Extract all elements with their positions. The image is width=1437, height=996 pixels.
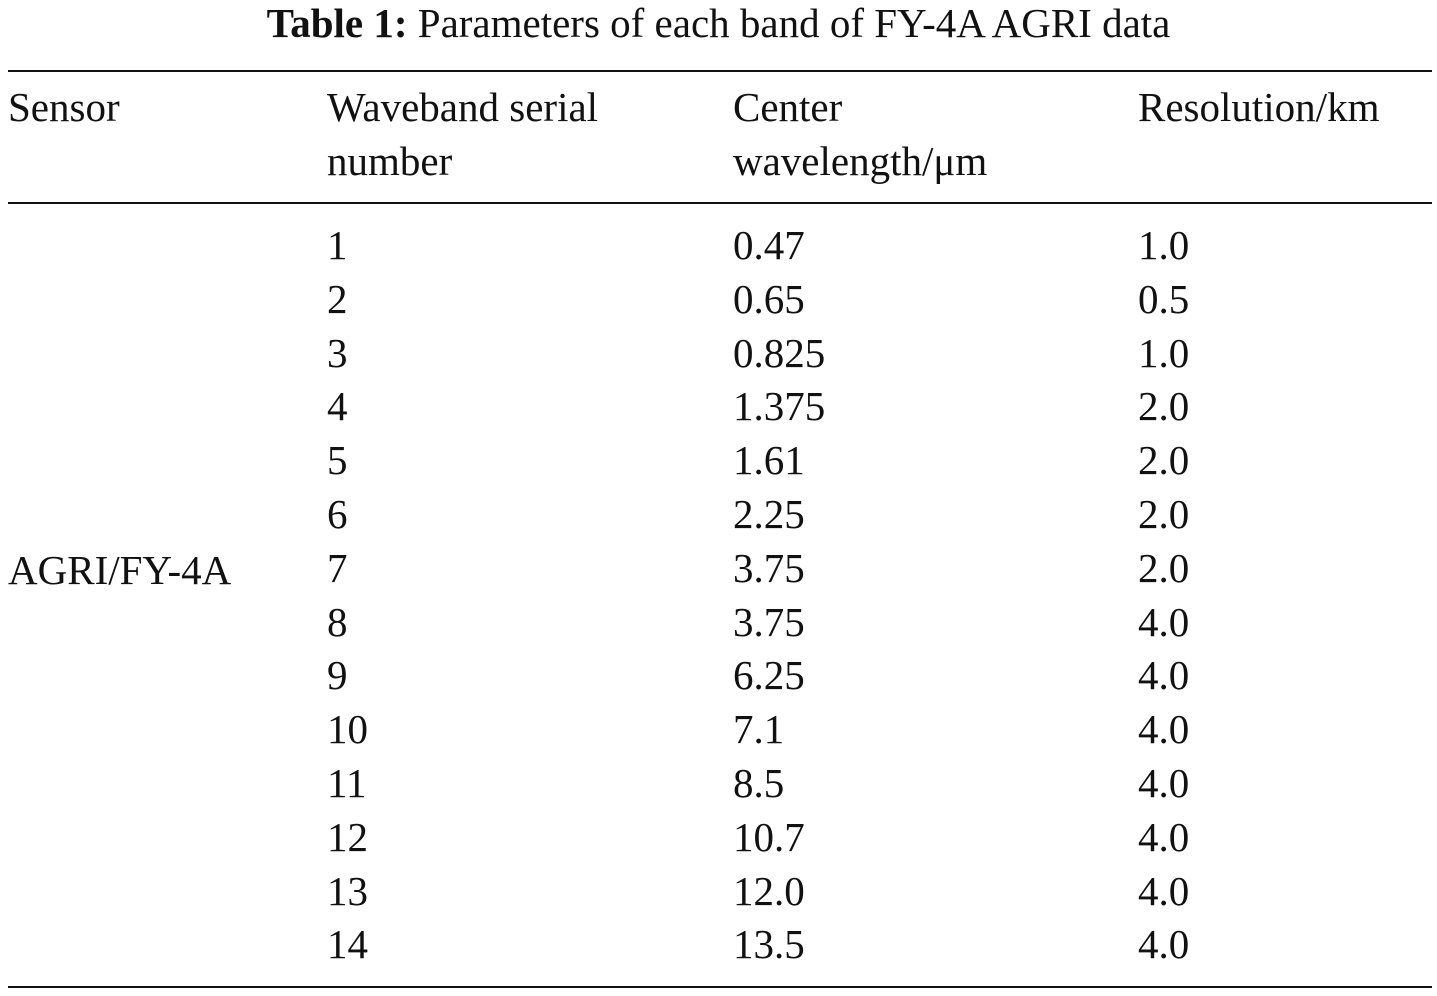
cell-band: 12	[327, 813, 368, 860]
cell-resolution: 4.0	[1138, 598, 1190, 645]
table-row: 13 12.0 4.0	[0, 865, 1437, 919]
sensor-cell: AGRI/FY-4A	[8, 547, 232, 593]
table-row: 4 1.375 2.0	[0, 380, 1437, 434]
header-waveband: Waveband serial number	[327, 80, 598, 188]
cell-band: 5	[327, 437, 348, 484]
cell-wavelength: 6.25	[733, 652, 805, 699]
table-row: 11 8.5 4.0	[0, 757, 1437, 811]
cell-resolution: 2.0	[1138, 544, 1190, 591]
cell-band: 13	[327, 867, 368, 914]
header-waveband-line1: Waveband serial	[327, 84, 599, 130]
table-row: 10 7.1 4.0	[0, 703, 1437, 757]
cell-wavelength: 3.75	[733, 598, 805, 645]
table-row: 3 0.825 1.0	[0, 327, 1437, 381]
table-row: 2 0.65 0.5	[0, 273, 1437, 327]
cell-wavelength: 0.47	[733, 222, 805, 268]
cell-resolution: 1.0	[1138, 329, 1190, 376]
header-resolution: Resolution/km	[1138, 84, 1380, 130]
header-sensor: Sensor	[8, 84, 120, 130]
cell-resolution: 2.0	[1138, 437, 1190, 484]
header-wavelength: Center wavelength/μm	[733, 80, 987, 188]
cell-band: 9	[327, 652, 348, 699]
cell-wavelength: 0.65	[733, 275, 805, 322]
cell-wavelength: 10.7	[733, 813, 805, 860]
cell-band: 11	[327, 759, 367, 806]
cell-wavelength: 1.375	[733, 383, 826, 430]
top-rule	[8, 70, 1432, 72]
header-waveband-line2: number	[327, 138, 453, 184]
table-row: 8 3.75 4.0	[0, 596, 1437, 650]
cell-resolution: 4.0	[1138, 652, 1190, 699]
table-row: 14 13.5 4.0	[0, 918, 1437, 972]
header-wavelength-line2: wavelength/μm	[733, 138, 988, 184]
cell-resolution: 4.0	[1138, 759, 1190, 806]
table-row: 12 10.7 4.0	[0, 811, 1437, 865]
cell-wavelength: 2.25	[733, 490, 805, 537]
cell-resolution: 4.0	[1138, 813, 1190, 860]
table-row: 1 0.47 1.0	[0, 219, 1437, 273]
cell-band: 1	[327, 222, 348, 268]
cell-resolution: 1.0	[1138, 222, 1190, 268]
bottom-rule	[8, 986, 1432, 988]
cell-resolution: 4.0	[1138, 921, 1190, 968]
caption-text: Parameters of each band of FY-4A AGRI da…	[417, 0, 1171, 46]
cell-resolution: 2.0	[1138, 490, 1190, 537]
cell-wavelength: 12.0	[733, 867, 805, 914]
header-wavelength-line1: Center	[733, 84, 843, 130]
table-row: 6 2.25 2.0	[0, 488, 1437, 542]
cell-band: 3	[327, 329, 348, 376]
cell-band: 4	[327, 383, 348, 430]
cell-band: 8	[327, 598, 348, 645]
cell-wavelength: 7.1	[733, 706, 785, 753]
table-caption: Table 1: Parameters of each band of FY-4…	[0, 0, 1437, 50]
cell-wavelength: 8.5	[733, 759, 785, 806]
cell-band: 6	[327, 490, 348, 537]
table-row: 5 1.61 2.0	[0, 434, 1437, 488]
cell-wavelength: 1.61	[733, 437, 805, 484]
cell-resolution: 4.0	[1138, 706, 1190, 753]
cell-resolution: 2.0	[1138, 383, 1190, 430]
cell-wavelength: 0.825	[733, 329, 826, 376]
table-body: 1 0.47 1.0 2 0.65 0.5 3 0.825 1.0 4 1.375 2.0 5 1.61 2…	[0, 219, 1437, 972]
table-row: 7 3.75 2.0	[0, 542, 1437, 596]
cell-band: 10	[327, 706, 368, 753]
table-row: 9 6.25 4.0	[0, 649, 1437, 703]
cell-band: 14	[327, 921, 368, 968]
cell-resolution: 0.5	[1138, 275, 1190, 322]
cell-band: 7	[327, 544, 348, 591]
cell-resolution: 4.0	[1138, 867, 1190, 914]
cell-wavelength: 13.5	[733, 921, 805, 968]
header-rule	[8, 202, 1432, 204]
cell-wavelength: 3.75	[733, 544, 805, 591]
caption-label: Table 1:	[266, 0, 408, 46]
cell-band: 2	[327, 275, 348, 322]
